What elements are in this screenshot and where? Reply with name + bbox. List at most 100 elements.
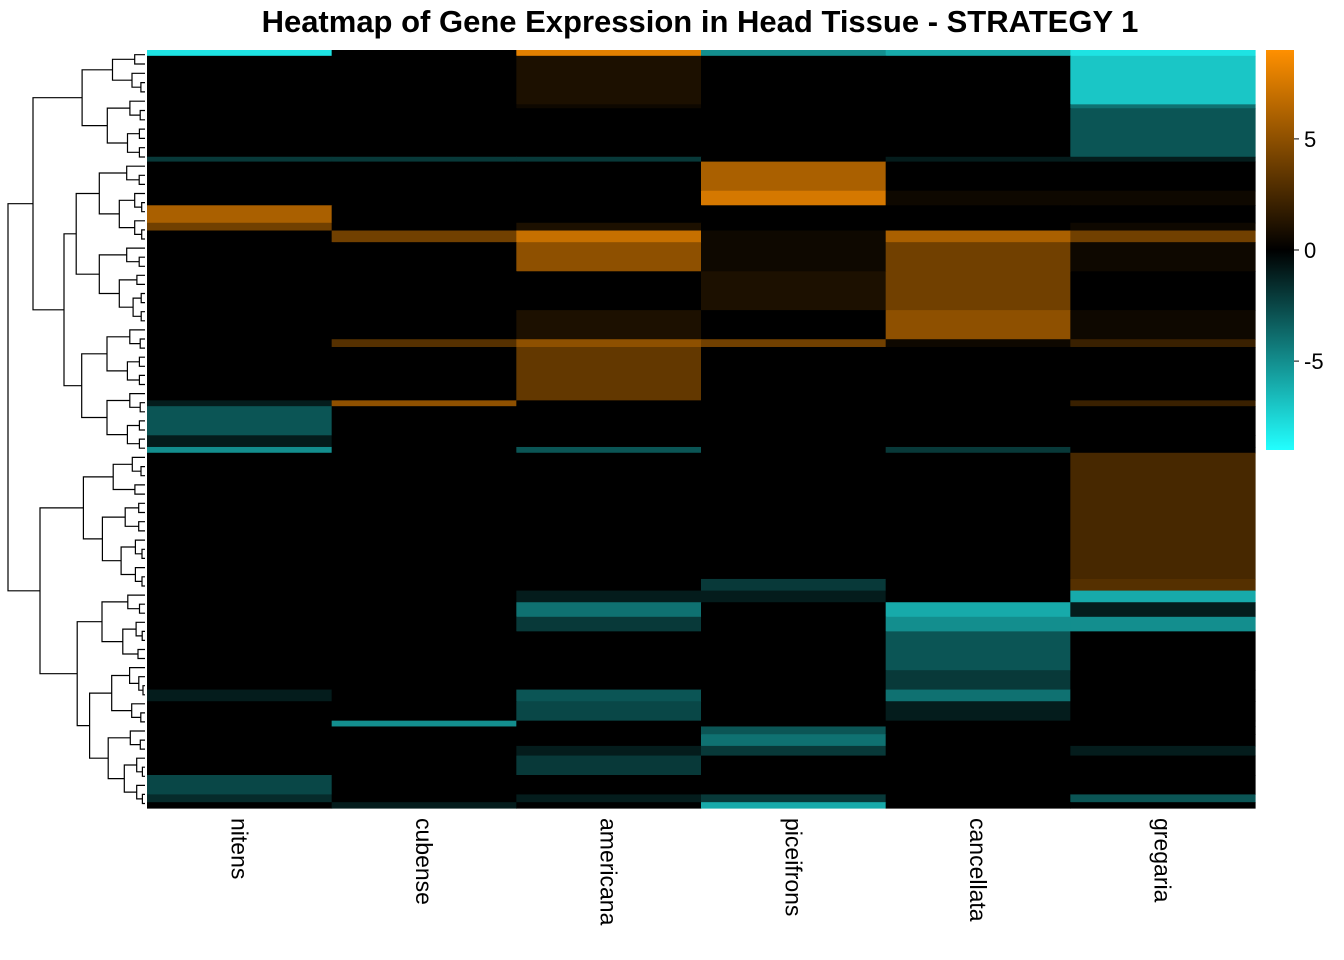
dendrogram-branch (118, 199, 135, 229)
heatmap-cell (516, 406, 702, 436)
dendrogram-branch (123, 764, 137, 793)
dendrogram-branch (141, 630, 145, 641)
heatmap-cell (1070, 205, 1256, 224)
dendrogram-branch (138, 147, 145, 158)
heatmap-cell (701, 104, 887, 109)
heatmap-cell (331, 190, 517, 206)
heatmap-cell (885, 794, 1071, 803)
heatmap-cell (331, 156, 517, 163)
heatmap-cell (701, 616, 887, 632)
heatmap-cell (331, 346, 517, 401)
heatmap-cell (885, 271, 1071, 311)
heatmap-cell (516, 222, 702, 232)
heatmap-cell (147, 205, 333, 224)
heatmap-cell (1070, 339, 1256, 348)
heatmap-cell (885, 745, 1071, 757)
dendrogram-branch (134, 484, 145, 495)
heatmap-cell (147, 590, 333, 603)
heatmap-cell (516, 689, 702, 702)
heatmap-cell (331, 720, 517, 728)
heatmap-cell (885, 310, 1071, 340)
heatmap-cell (516, 616, 702, 632)
heatmap-cell (885, 156, 1071, 163)
dendrogram-branch (138, 356, 145, 367)
heatmap-cell (147, 670, 333, 691)
heatmap-cell (516, 775, 702, 796)
heatmap-cell (1070, 726, 1256, 735)
heatmap-cell (1070, 242, 1256, 272)
heatmap-cell (516, 104, 702, 109)
heatmap-cell (885, 446, 1071, 454)
heatmap-cell (701, 108, 887, 158)
dendrogram-branch (120, 546, 136, 576)
heatmap-cell (1070, 775, 1256, 796)
heatmap-cell (147, 108, 333, 158)
heatmap-cell (1070, 156, 1256, 163)
heatmap-cell (1070, 745, 1256, 757)
heatmap-cell (701, 339, 887, 348)
dendrogram-branch (101, 516, 126, 562)
dendrogram-branch (138, 502, 145, 514)
dendrogram-branch (129, 100, 145, 116)
heatmap-cell (701, 55, 887, 105)
heatmap-cell (885, 104, 1071, 109)
heatmap-cell (701, 230, 887, 243)
heatmap-cell (701, 734, 887, 747)
heatmap-cell (147, 222, 333, 232)
heatmap-cell (885, 720, 1071, 728)
heatmap-cell (331, 310, 517, 340)
dendrogram-branch (81, 353, 107, 419)
heatmap-cell (147, 161, 333, 192)
heatmap-cell (701, 205, 887, 224)
heatmap-cell (516, 578, 702, 592)
heatmap-cell (331, 802, 517, 809)
heatmap-cell (1070, 346, 1256, 401)
dendrogram-branch (126, 165, 145, 181)
heatmap-cell (516, 452, 702, 580)
heatmap-cell (885, 190, 1071, 206)
heatmap-cell (516, 400, 702, 407)
heatmap-cell (147, 230, 333, 243)
dendrogram-branch (140, 82, 145, 93)
heatmap-cell (147, 794, 333, 803)
heatmap-cell (701, 745, 887, 757)
heatmap-cell (331, 406, 517, 436)
dendrogram-branch (141, 766, 145, 777)
heatmap-cell (147, 104, 333, 109)
dendrogram-branch (106, 107, 130, 144)
dendrogram-branch (141, 229, 145, 240)
heatmap-cell (147, 346, 333, 401)
heatmap-cell (147, 446, 333, 454)
heatmap-cell (1070, 578, 1256, 592)
heatmap-cell (147, 156, 333, 163)
dendrogram-branch (111, 674, 132, 712)
heatmap-cell (885, 435, 1071, 448)
dendrogram-branch (81, 69, 113, 127)
heatmap-cell (331, 230, 517, 243)
heatmap-cell (885, 631, 1071, 671)
heatmap-cell (331, 670, 517, 691)
dendrogram-branch (134, 54, 145, 65)
column-label-piceifrons: piceifrons (780, 818, 806, 916)
heatmap-cell (1070, 310, 1256, 340)
heatmap-cell (516, 794, 702, 803)
heatmap-cell (701, 802, 887, 809)
heatmap-cell (1070, 161, 1256, 192)
heatmap-cell (885, 775, 1071, 796)
heatmap-cell (1070, 271, 1256, 311)
heatmap-cell (1070, 400, 1256, 407)
heatmap-cell (885, 242, 1071, 272)
dendrogram-branch (137, 648, 145, 660)
heatmap-cell (1070, 190, 1256, 206)
dendrogram-branch (101, 601, 128, 643)
dendrogram-branch (138, 420, 145, 431)
heatmap-cell (701, 775, 887, 796)
dendrogram-branch (98, 172, 127, 215)
heatmap-cell (701, 242, 887, 272)
dendrogram-branch (136, 757, 145, 773)
dendrogram-branch (139, 739, 145, 750)
heatmap-cell (516, 271, 702, 311)
heatmap-cell (147, 452, 333, 580)
heatmap-cell (147, 775, 333, 796)
heatmap-cell (516, 802, 702, 809)
